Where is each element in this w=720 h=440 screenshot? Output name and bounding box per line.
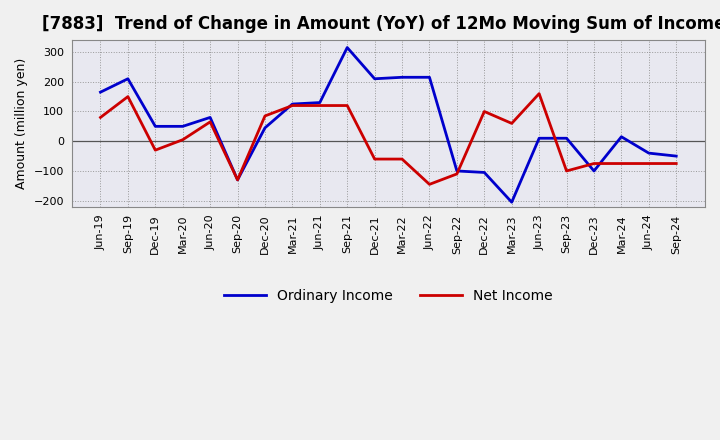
Ordinary Income xyxy=(343,45,351,50)
Ordinary Income xyxy=(124,76,132,81)
Ordinary Income xyxy=(453,169,462,174)
Ordinary Income xyxy=(233,177,242,183)
Net Income xyxy=(535,91,544,96)
Net Income xyxy=(453,171,462,176)
Net Income xyxy=(508,121,516,126)
Title: [7883]  Trend of Change in Amount (YoY) of 12Mo Moving Sum of Incomes: [7883] Trend of Change in Amount (YoY) o… xyxy=(42,15,720,33)
Ordinary Income xyxy=(261,125,269,131)
Ordinary Income xyxy=(151,124,160,129)
Net Income xyxy=(343,103,351,108)
Net Income xyxy=(562,169,571,174)
Net Income xyxy=(151,147,160,153)
Ordinary Income xyxy=(672,154,680,159)
Net Income xyxy=(617,161,626,166)
Ordinary Income xyxy=(179,124,187,129)
Ordinary Income xyxy=(535,136,544,141)
Ordinary Income xyxy=(617,134,626,139)
Line: Ordinary Income: Ordinary Income xyxy=(101,48,676,202)
Net Income xyxy=(644,161,653,166)
Net Income xyxy=(261,114,269,119)
Ordinary Income xyxy=(480,170,489,175)
Net Income xyxy=(590,161,598,166)
Ordinary Income xyxy=(562,136,571,141)
Net Income xyxy=(397,157,406,162)
Legend: Ordinary Income, Net Income: Ordinary Income, Net Income xyxy=(218,283,558,308)
Net Income xyxy=(480,109,489,114)
Net Income xyxy=(315,103,324,108)
Net Income xyxy=(233,177,242,183)
Net Income xyxy=(288,103,297,108)
Ordinary Income xyxy=(206,115,215,120)
Net Income xyxy=(96,115,105,120)
Ordinary Income xyxy=(397,75,406,80)
Net Income xyxy=(425,182,433,187)
Ordinary Income xyxy=(508,200,516,205)
Ordinary Income xyxy=(288,101,297,106)
Ordinary Income xyxy=(644,150,653,156)
Ordinary Income xyxy=(370,76,379,81)
Ordinary Income xyxy=(96,89,105,95)
Line: Net Income: Net Income xyxy=(101,94,676,184)
Ordinary Income xyxy=(425,75,433,80)
Net Income xyxy=(370,157,379,162)
Y-axis label: Amount (million yen): Amount (million yen) xyxy=(15,58,28,189)
Net Income xyxy=(206,119,215,125)
Net Income xyxy=(672,161,680,166)
Net Income xyxy=(124,94,132,99)
Ordinary Income xyxy=(315,100,324,105)
Ordinary Income xyxy=(590,169,598,174)
Net Income xyxy=(179,137,187,143)
